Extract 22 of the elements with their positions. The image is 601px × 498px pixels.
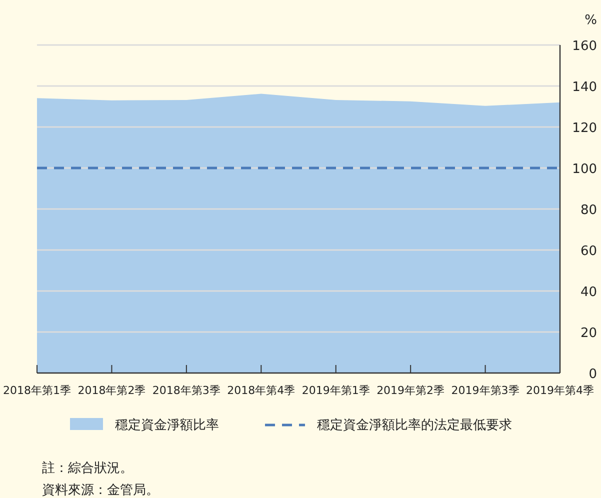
- y-tick-label: 40: [580, 285, 597, 300]
- y-tick-label: 60: [580, 244, 597, 259]
- text: 註：綜合狀況。: [42, 461, 133, 476]
- y-tick-label: 120: [572, 121, 597, 136]
- y-tick-label: 80: [580, 203, 597, 218]
- x-tick-label: 2018年第2季: [78, 384, 146, 397]
- y-tick-label: 140: [572, 80, 597, 95]
- source-note: 資料來源：金管局。: [42, 483, 159, 498]
- y-tick-label: 160: [572, 39, 597, 54]
- x-tick-label: 2018年第4季: [227, 384, 296, 397]
- legend-label: 穩定資金淨額比率的法定最低要求: [317, 417, 512, 433]
- y-tick-label: 0: [588, 367, 597, 382]
- x-tick-label: 2019年第2季: [376, 384, 445, 397]
- y-tick-label: 20: [580, 326, 597, 341]
- y-axis-title: %: [584, 13, 597, 28]
- x-tick-label: 2019年第3季: [451, 384, 520, 397]
- y-tick-label: 100: [572, 162, 597, 177]
- x-tick-label: 2018年第1季: [3, 384, 71, 397]
- x-tick-label: 2019年第4季: [526, 384, 594, 397]
- x-tick-label: 2019年第1季: [302, 384, 370, 397]
- legend-label: 穩定資金淨額比率: [115, 417, 219, 433]
- x-tick-label: 2018年第3季: [152, 384, 220, 397]
